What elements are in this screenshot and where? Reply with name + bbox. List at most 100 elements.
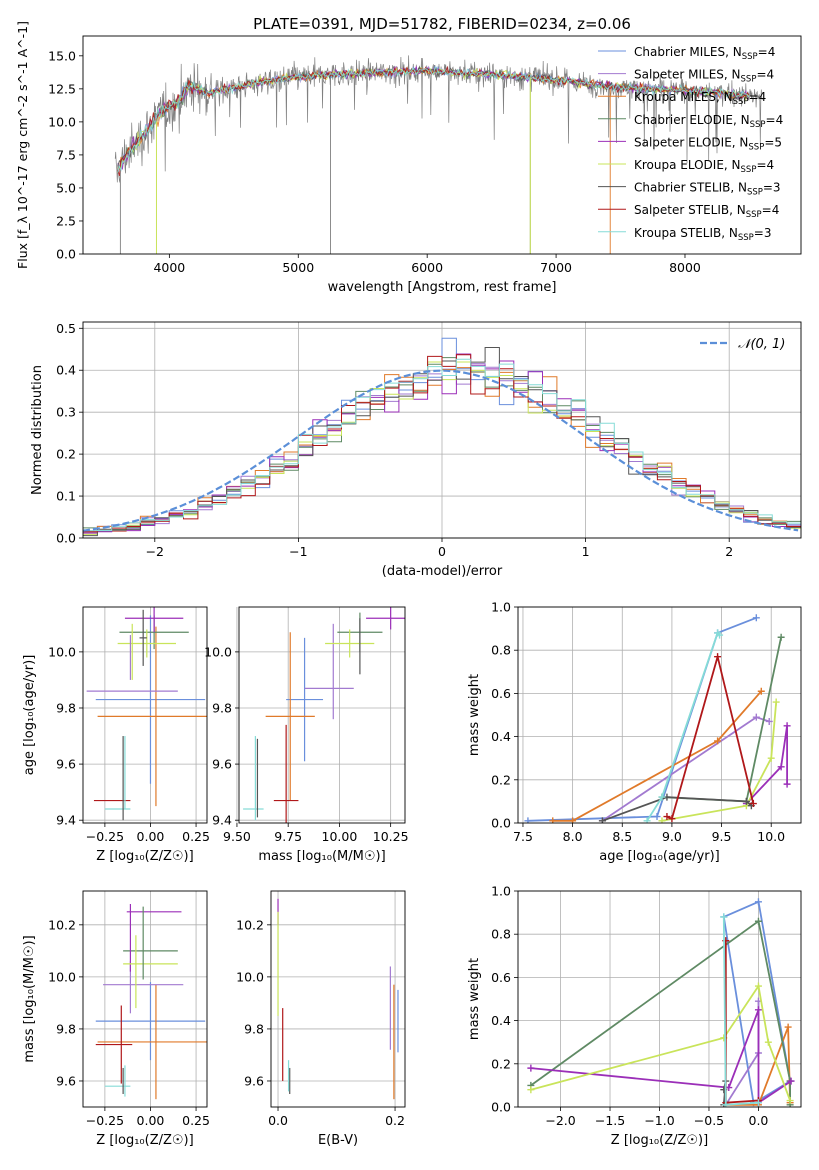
plot-area	[86, 607, 207, 821]
x-tick-label: 8.5	[612, 829, 632, 844]
axes-frame	[517, 890, 802, 1108]
mass-weight-vs-age-panel: 7.5 8.0 8.5 9.0 9.5 10.0 0.0 0.2 0.4 0.6 0.8 1.0 age…	[467, 600, 802, 864]
y-tick-label: 9.8	[56, 1021, 76, 1036]
x-tick-label: 9.5	[712, 829, 732, 844]
y-tick-label: 9.6	[56, 1073, 76, 1088]
x-tick-label: 0.00	[137, 1113, 165, 1128]
x-tick-label: 0.0	[268, 1113, 288, 1128]
x-axis-label: mass [log₁₀(M/M☉)]	[258, 849, 385, 864]
legend-subscript: SSP	[738, 233, 754, 243]
axes-frame	[82, 35, 802, 255]
mass-vs-metallicity-panel: −0.25 0.00 0.25 9.6 9.8 10.0 10.2 Z [log₁₀(Z/Z☉…	[22, 890, 210, 1148]
y-axis-label: Normed distribution	[30, 365, 45, 495]
x-tick-label: −0.5	[694, 1113, 724, 1128]
y-tick-label: 0.4	[491, 1013, 511, 1028]
x-axis-label: wavelength [Angstrom, rest frame]	[328, 280, 557, 295]
legend-entry-text: Kroupa STELIB, N	[634, 226, 738, 240]
data-point	[653, 813, 661, 821]
legend-subscript: SSP	[747, 188, 763, 198]
x-axis-label: age [log₁₀(age/yr)]	[599, 849, 720, 864]
x-tick-label: −0.25	[86, 829, 124, 844]
series-line	[666, 653, 755, 820]
y-tick-label: 0.8	[491, 927, 511, 942]
legend-entry-text: Salpeter MILES, N	[634, 68, 741, 82]
y-tick-label: 7.5	[56, 147, 76, 162]
y-tick-label: 10.2	[236, 917, 264, 932]
legend-value: =4	[766, 113, 784, 127]
y-tick-label: 9.8	[212, 700, 232, 715]
y-tick-label: 9.6	[212, 757, 232, 772]
data-point	[742, 797, 750, 805]
x-axis-label: E(B-V)	[318, 1133, 358, 1148]
axes-frame	[82, 890, 208, 1108]
x-axis-label: Z [log₁₀(Z/Z☉)]	[96, 849, 193, 864]
data-point	[714, 737, 722, 745]
plot-area	[114, 55, 763, 254]
y-tick-label: 0.2	[56, 447, 76, 462]
y-tick-label: 0.2	[491, 772, 511, 787]
x-tick-label: 1	[582, 544, 590, 559]
y-tick-label: 9.6	[244, 1073, 264, 1088]
histogram-series	[83, 358, 801, 532]
model-spectrum	[117, 65, 750, 177]
x-tick-label: 8.0	[563, 829, 583, 844]
x-axis-label: Z [log₁₀(Z/Z☉)]	[611, 1133, 708, 1148]
legend-entry: Kroupa STELIB, NSSP=3	[634, 226, 772, 243]
legend-subscript: SSP	[733, 97, 749, 107]
legend-entry: Salpeter ELODIE, NSSP=5	[634, 135, 782, 152]
x-tick-label: 10.00	[322, 829, 358, 844]
plot-area	[243, 607, 405, 823]
y-tick-label: 12.5	[48, 81, 76, 96]
y-tick-label: 10.0	[236, 969, 264, 984]
x-tick-label: 0.2	[385, 1113, 405, 1128]
x-tick-label: −1.0	[644, 1113, 674, 1128]
data-point	[783, 722, 791, 730]
y-tick-label: 0.1	[56, 489, 76, 504]
data-point	[643, 817, 651, 823]
y-tick-label: 0.4	[491, 729, 511, 744]
y-axis-label: age [log₁₀(age/yr)]	[22, 655, 37, 776]
y-tick-label: 0.4	[56, 363, 76, 378]
y-tick-label: 9.4	[212, 813, 232, 828]
data-point	[783, 780, 791, 788]
series-line	[552, 690, 762, 822]
data-point	[658, 793, 666, 801]
legend-entry-text: Chabrier STELIB, N	[634, 181, 747, 195]
data-point	[777, 763, 785, 771]
x-tick-label: 5000	[282, 260, 314, 275]
y-tick-label: 10.0	[48, 114, 76, 129]
legend-subscript: SSP	[741, 165, 757, 175]
x-tick-label: 0	[438, 544, 446, 559]
data-point	[658, 817, 666, 823]
x-tick-label: −2.0	[545, 1113, 575, 1128]
y-tick-label: 0.8	[491, 643, 511, 658]
axes-frame	[517, 606, 802, 824]
x-tick-label: 0.25	[182, 829, 210, 844]
spectrum-panel: 4000 5000 6000 7000 8000 0.0 2.5 5.0 7.5 10.0 12.5…	[15, 21, 802, 295]
x-tick-label: 2	[725, 544, 733, 559]
y-tick-label: 1.0	[491, 600, 511, 615]
data-point	[524, 817, 532, 823]
legend-entry: Salpeter STELIB, NSSP=4	[634, 203, 779, 220]
legend-entry-text: Salpeter ELODIE, N	[634, 135, 748, 149]
y-tick-label: 0.0	[491, 816, 511, 831]
series-line	[646, 631, 721, 822]
legend-entry-text: Kroupa MILES, N	[634, 90, 733, 104]
data-point	[598, 817, 606, 823]
plot-area	[527, 898, 795, 1107]
model-spectrum	[117, 66, 750, 173]
legend-entry-text: Kroupa ELODIE, N	[634, 158, 741, 172]
data-point	[752, 614, 760, 622]
legend-entry: Chabrier ELODIE, NSSP=4	[634, 113, 783, 130]
data-point	[754, 1099, 762, 1107]
legend-subscript: SSP	[742, 52, 758, 62]
data-point	[720, 913, 728, 921]
y-tick-label: 10.2	[48, 917, 76, 932]
y-tick-label: 5.0	[56, 180, 76, 195]
legend-entry: Kroupa MILES, NSSP=4	[634, 90, 766, 107]
legend-value: =4	[756, 158, 774, 172]
normal-curve	[83, 369, 799, 532]
axes-frame	[82, 606, 208, 824]
data-point	[754, 982, 762, 990]
data-point	[569, 817, 577, 823]
